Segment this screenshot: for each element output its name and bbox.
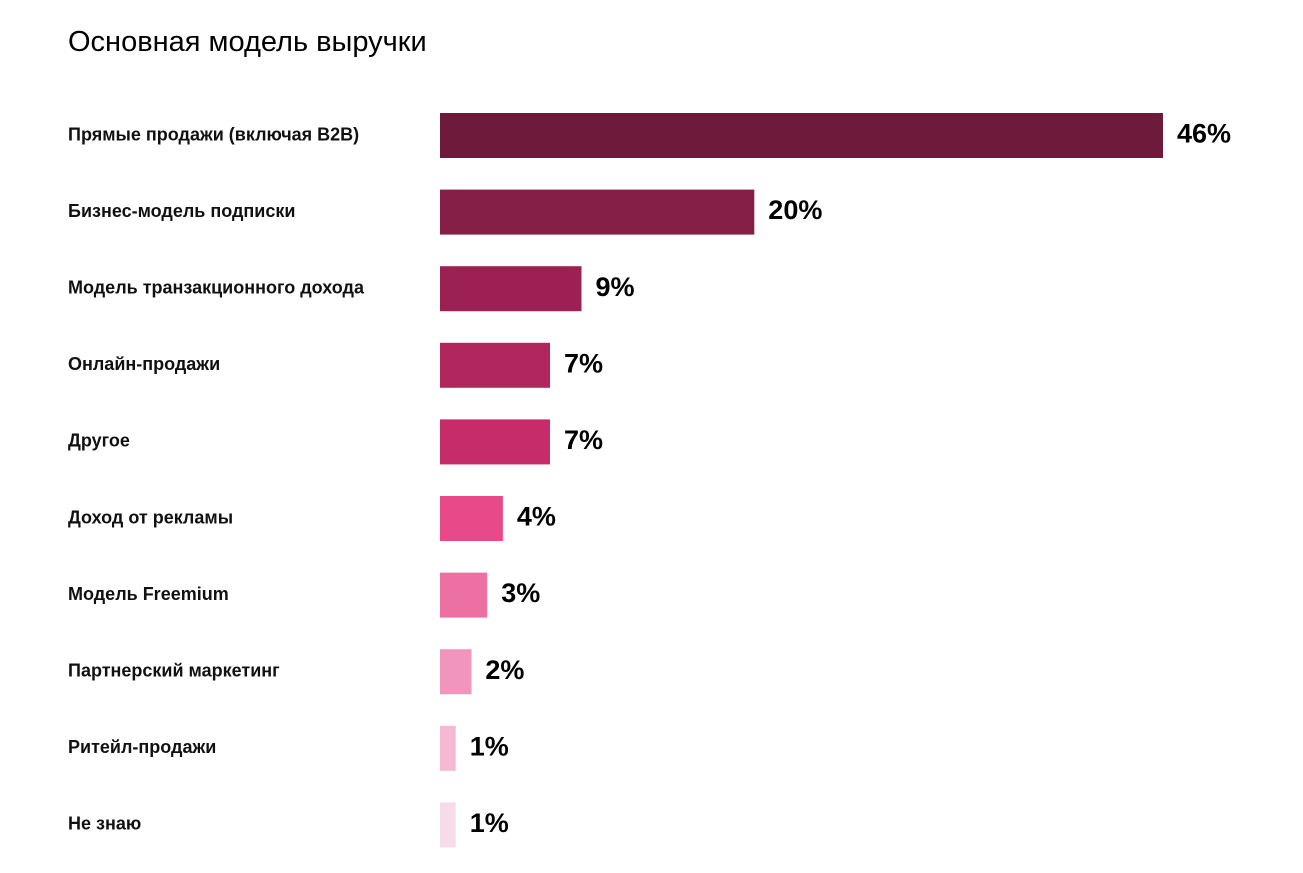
value-label: 20%	[768, 195, 822, 225]
value-label: 9%	[596, 272, 635, 302]
bar	[440, 649, 472, 695]
bar	[440, 342, 550, 388]
bar	[440, 113, 1163, 158]
category-label: Партнерский маркетинг	[68, 660, 280, 680]
bar-row: Прямые продажи (включая B2B) 46%	[68, 113, 1231, 158]
value-label: 46%	[1177, 119, 1231, 149]
value-label: 3%	[501, 578, 540, 608]
bar	[440, 266, 582, 312]
bar-row: Партнерский маркетинг 2%	[68, 649, 524, 695]
value-label: 1%	[470, 808, 509, 838]
category-label: Прямые продажи (включая B2B)	[68, 124, 359, 144]
category-label: Онлайн-продажи	[68, 354, 220, 374]
bar-row: Модель Freemium 3%	[68, 572, 540, 618]
value-label: 7%	[564, 425, 603, 455]
category-label: Другое	[68, 431, 130, 451]
bar	[440, 189, 755, 235]
bar	[440, 572, 488, 618]
value-label: 1%	[470, 731, 509, 761]
category-label: Бизнес-модель подписки	[68, 201, 295, 221]
bar-row: Бизнес-модель подписки 20%	[68, 189, 822, 235]
bar-row: Другое 7%	[68, 419, 603, 465]
category-label: Модель Freemium	[68, 584, 229, 604]
bar-row: Не знаю 1%	[68, 802, 509, 848]
value-label: 7%	[564, 348, 603, 378]
bars-layer: Прямые продажи (включая B2B) 46% Бизнес-мо…	[68, 113, 1231, 848]
category-label: Не знаю	[68, 814, 141, 834]
category-label: Доход от рекламы	[68, 507, 233, 527]
bar	[440, 419, 550, 465]
bar-row: Ритейл-продажи 1%	[68, 725, 509, 771]
bar	[440, 725, 456, 771]
value-label: 2%	[485, 655, 524, 685]
bar-row: Онлайн-продажи 7%	[68, 342, 603, 388]
bar-row: Модель транзакционного дохода 9%	[68, 266, 635, 312]
chart-title: Основная модель выручки	[68, 26, 427, 58]
category-label: Модель транзакционного дохода	[68, 277, 365, 297]
category-label: Ритейл-продажи	[68, 737, 216, 757]
bar	[440, 802, 456, 848]
bar	[440, 496, 503, 541]
bar-row: Доход от рекламы 4%	[68, 496, 556, 541]
value-label: 4%	[517, 502, 556, 532]
